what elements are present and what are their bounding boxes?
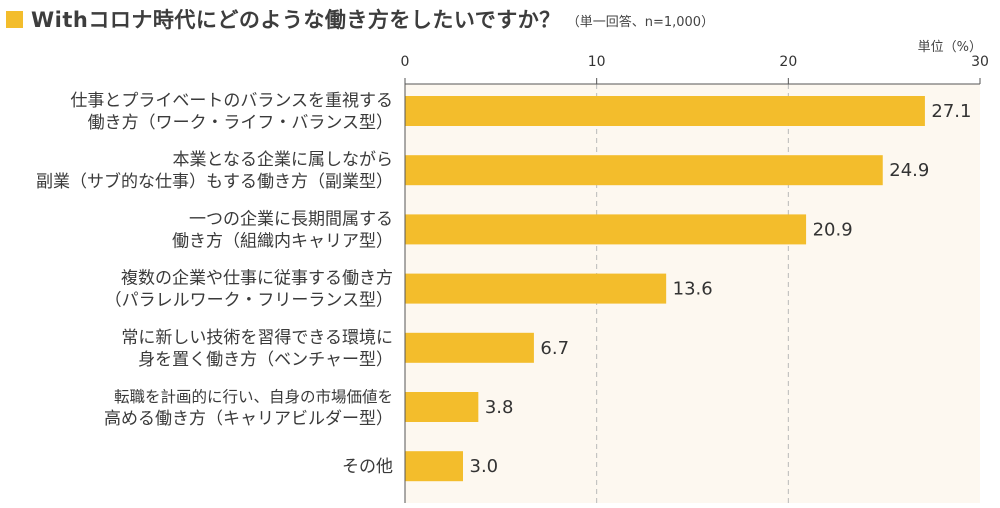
chart-title-row: Withコロナ時代にどのような働き方をしたいですか？ （単一回答、n=1,000… <box>6 4 714 34</box>
category-label: （パラレルワーク・フリーランス型） <box>105 291 393 311</box>
category-label: 副業（サブ的な仕事）もする働き方（副業型） <box>36 171 393 192</box>
category-label: 転職を計画的に行い、自身の市場価値を <box>114 388 393 406</box>
bar-value-label: 27.1 <box>931 101 971 122</box>
category-label: 働き方（組織内キャリア型） <box>172 231 393 251</box>
category-label: 高める働き方（キャリアビルダー型） <box>104 409 393 429</box>
category-label: 一つの企業に長期間属する <box>189 209 393 229</box>
bar <box>405 155 883 186</box>
bar-value-label: 13.6 <box>673 279 713 300</box>
category-label: 複数の企業や仕事に従事する働き方 <box>121 269 393 289</box>
bar <box>405 451 463 482</box>
x-tick-label: 20 <box>779 54 797 70</box>
bar <box>405 332 534 363</box>
chart-subtitle: （単一回答、n=1,000） <box>566 15 715 30</box>
bar <box>405 96 925 126</box>
bar-value-label: 24.9 <box>889 160 929 181</box>
x-tick-label: 0 <box>401 54 410 70</box>
x-tick-label: 10 <box>588 54 606 70</box>
chart-title: Withコロナ時代にどのような働き方をしたいですか？ <box>31 8 561 32</box>
category-label: 働き方（ワーク・ライフ・バランス型） <box>88 113 393 133</box>
bar-value-label: 20.9 <box>813 219 853 240</box>
unit-label: 単位（%） <box>917 40 982 55</box>
bar <box>405 214 807 245</box>
bar <box>405 273 667 304</box>
category-label: 本業となる企業に属しながら <box>173 150 394 170</box>
bar-value-label: 6.7 <box>540 338 569 359</box>
bar-value-label: 3.0 <box>470 456 499 477</box>
x-tick-label: 30 <box>971 54 989 70</box>
bar <box>405 392 479 422</box>
category-label: 仕事とプライベートのバランスを重視する <box>70 91 393 111</box>
category-label: その他 <box>342 457 393 477</box>
title-marker-square <box>6 10 23 28</box>
category-label: 身を置く働き方（ベンチャー型） <box>138 350 393 370</box>
category-label: 常に新しい技術を習得できる環境に <box>121 328 393 348</box>
bar-value-label: 3.8 <box>485 397 514 418</box>
